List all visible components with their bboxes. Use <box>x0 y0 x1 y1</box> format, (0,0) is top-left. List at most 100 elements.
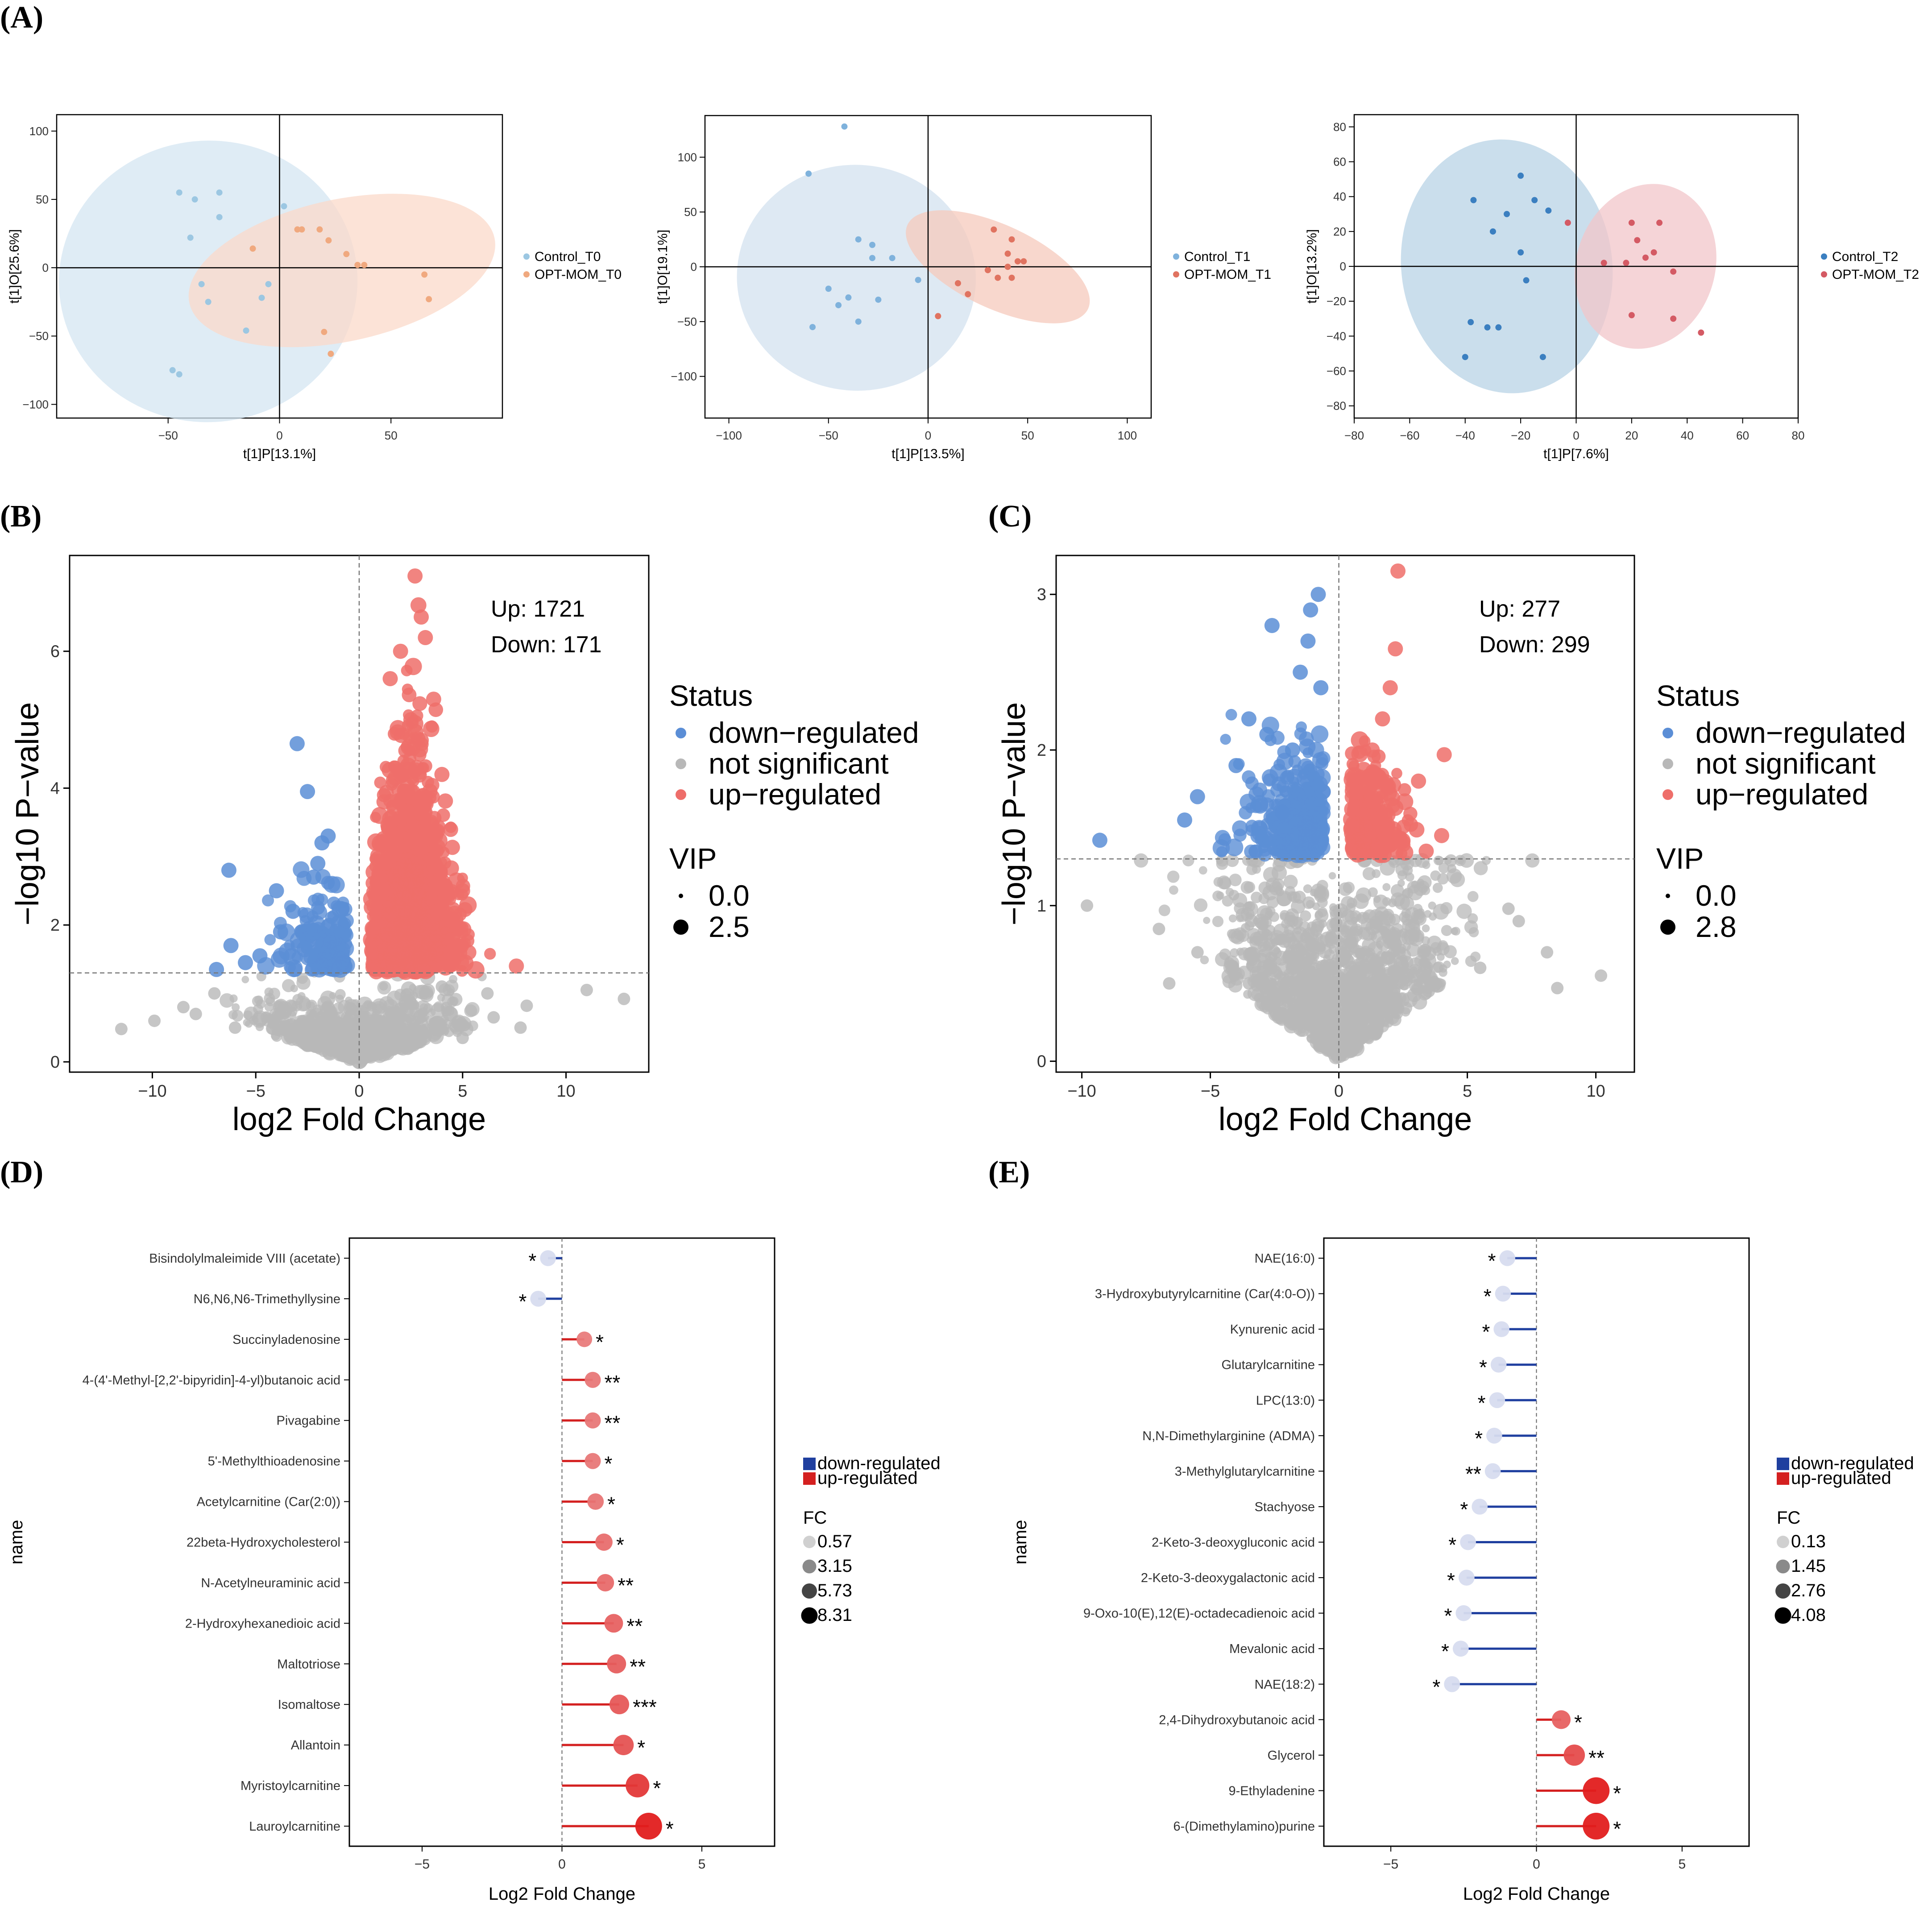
legend-key <box>1821 271 1827 278</box>
lollipop-plot-0: *Bisindolylmaleimide VIII (acetate)*N6,N… <box>7 1237 941 1904</box>
legend-label: OPT-MOM_T1 <box>1184 267 1271 282</box>
category-label: 9-Oxo-10(E),12(E)-octadecadienoic acid <box>1083 1607 1315 1621</box>
ns-point <box>1315 911 1323 919</box>
panel-label-a: (A) <box>0 0 43 35</box>
ns-point <box>1438 862 1450 874</box>
x-tick-label: −5 <box>415 1857 430 1872</box>
pca-point <box>1004 250 1011 257</box>
lollipop-head <box>1499 1250 1515 1266</box>
ns-point <box>1356 948 1367 959</box>
up-point <box>415 805 432 822</box>
ns-point <box>1382 1016 1394 1028</box>
ns-point <box>381 1048 392 1059</box>
pca-point <box>1020 258 1027 265</box>
down-point <box>1300 633 1316 649</box>
up-point <box>1375 711 1390 727</box>
significance-mark: * <box>1460 1498 1468 1521</box>
significance-mark: * <box>1475 1427 1483 1450</box>
down-point <box>1216 846 1228 858</box>
lollipop-head <box>1452 1641 1469 1657</box>
y-tick-label: 20 <box>1333 225 1346 238</box>
ns-point <box>1356 887 1372 903</box>
ns-point <box>464 1004 477 1018</box>
legend-status-key <box>1663 789 1673 800</box>
ns-point <box>1251 988 1265 1001</box>
down-point <box>1251 821 1269 838</box>
up-point <box>444 917 460 933</box>
ns-point <box>449 975 458 984</box>
up-point <box>410 597 427 613</box>
pca-point <box>825 286 832 292</box>
x-tick-label: 5 <box>458 1082 467 1101</box>
up-point <box>1418 843 1434 859</box>
pca-point <box>1628 220 1635 226</box>
up-point <box>434 767 450 782</box>
legend-vip-key <box>1660 920 1675 935</box>
ns-point <box>300 1018 309 1026</box>
ns-point <box>1410 927 1421 937</box>
legend-label: Control_T2 <box>1832 249 1898 264</box>
up-point <box>413 932 430 949</box>
down-point <box>336 915 348 927</box>
ns-point <box>520 999 533 1012</box>
legend-fc-label: 3.15 <box>817 1556 852 1576</box>
up-point <box>467 961 485 979</box>
category-label: Stachyose <box>1255 1500 1315 1514</box>
ns-point <box>319 1025 327 1033</box>
ns-point <box>1276 892 1291 907</box>
up-point <box>412 955 424 966</box>
up-point <box>414 609 429 625</box>
legend-status-key <box>676 728 686 738</box>
up-point <box>406 895 422 911</box>
pca-point <box>176 189 182 196</box>
y-tick-label: −50 <box>677 315 697 328</box>
ns-point <box>423 1003 433 1013</box>
ns-point <box>1422 985 1435 998</box>
category-label: 22beta-Hydroxycholesterol <box>187 1536 340 1550</box>
legend-key <box>1173 253 1179 260</box>
down-point <box>1242 770 1256 784</box>
category-label: 9-Ethyladenine <box>1229 1784 1315 1798</box>
x-tick-label: −80 <box>1344 429 1364 442</box>
ns-point <box>1228 914 1237 923</box>
pca-point <box>191 196 198 203</box>
ns-point <box>1456 903 1472 919</box>
ns-point <box>322 1000 335 1013</box>
x-axis-title: Log2 Fold Change <box>1463 1884 1610 1904</box>
x-axis-title: t[1]P[13.5%] <box>891 447 964 461</box>
pca-point <box>889 255 896 261</box>
ns-point <box>1315 973 1331 988</box>
ns-point <box>437 994 445 1002</box>
ns-point <box>1331 1053 1338 1061</box>
ns-point <box>1368 988 1376 996</box>
x-tick-label: 80 <box>1792 429 1805 442</box>
down-point <box>1300 774 1314 789</box>
ns-point <box>277 1001 293 1017</box>
down-point <box>1177 812 1192 828</box>
significance-mark: * <box>1613 1817 1621 1840</box>
pca-point <box>361 261 368 268</box>
significance-mark: * <box>596 1330 604 1354</box>
significance-mark: ** <box>618 1574 634 1597</box>
lollipop-head <box>585 1412 601 1429</box>
ns-point <box>1200 955 1209 965</box>
ns-point <box>1212 916 1224 927</box>
ns-point <box>1318 919 1327 928</box>
up-point <box>389 846 400 858</box>
ns-point <box>1474 961 1487 974</box>
pca-point <box>281 203 287 210</box>
pca-point <box>421 271 428 278</box>
y-tick-label: −20 <box>1327 294 1346 308</box>
ns-point <box>1357 964 1366 974</box>
ns-point <box>304 1031 319 1045</box>
up-point <box>1381 780 1396 796</box>
legend-status-title: Status <box>1656 679 1740 712</box>
y-axis-title: t[1]O[13.2%] <box>1305 229 1319 304</box>
legend-status-key <box>1663 728 1673 738</box>
x-tick-label: 0 <box>354 1082 364 1101</box>
ns-point <box>1399 954 1408 963</box>
down-point <box>1291 837 1302 848</box>
down-point <box>285 903 301 919</box>
category-label: Glycerol <box>1268 1749 1315 1763</box>
